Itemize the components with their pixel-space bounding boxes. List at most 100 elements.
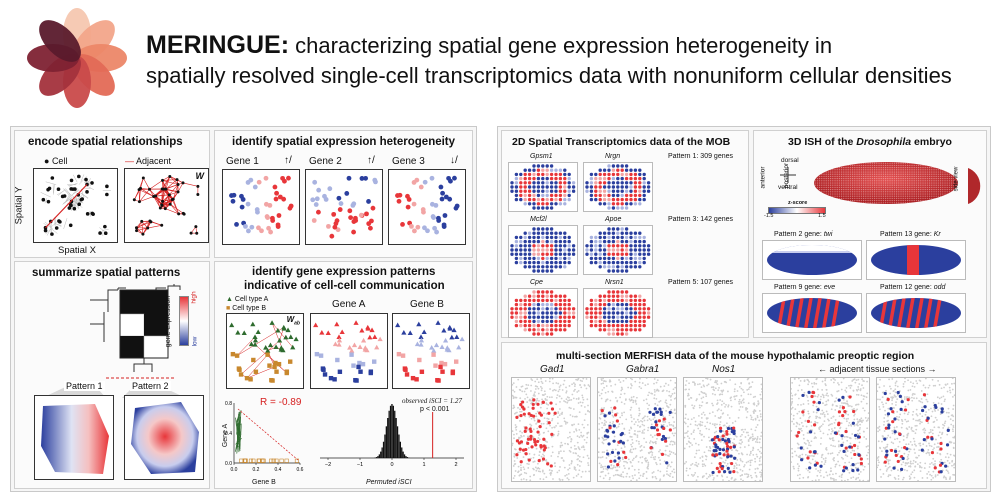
background-cell [664,420,667,423]
graph-node [195,231,199,235]
mob-spot [514,172,519,177]
mob-spot [633,260,638,265]
background-cell [610,464,613,467]
background-cell [897,445,900,448]
background-cell [856,447,859,450]
mob-spot [523,181,527,185]
background-cell [720,403,723,406]
background-cell [824,461,827,464]
background-cell [739,405,742,408]
gene-expr-triangle [442,337,449,343]
mob-spot [602,319,607,324]
background-cell [684,421,686,424]
voronoi-edge [51,228,58,234]
gene-expr-triangle [334,321,340,327]
background-cell [900,463,903,466]
gene-label-3: Gene 3 [392,156,425,167]
background-cell [823,420,826,423]
background-cell [952,430,954,433]
background-cell [945,411,948,414]
merfish-cell [533,440,537,444]
background-cell [647,426,650,429]
merfish-cell [657,419,662,423]
background-cell [750,474,752,477]
mob-spot [549,332,554,336]
background-cell [688,388,691,391]
mob-spot [642,319,646,324]
background-cell [600,407,603,410]
merfish-cell [519,440,524,444]
background-cell [845,391,848,393]
background-cell [895,401,897,404]
merfish-cell [725,441,729,446]
background-cell [953,462,955,465]
background-cell [815,382,818,385]
cell-type-a [281,324,287,330]
mob-spot [589,176,594,181]
merfish-cell [841,414,845,418]
background-cell [660,423,663,426]
mob-spot [532,172,536,177]
background-cell [941,433,943,436]
background-cell [520,478,523,481]
background-cell [698,383,701,385]
background-cell [629,426,632,429]
voronoi-edge [43,223,53,229]
background-cell [696,424,699,427]
background-cell [752,437,754,440]
mob-spot [607,319,611,324]
background-cell [830,444,832,447]
background-cell [545,427,548,430]
background-cell [796,412,799,415]
background-cell [559,444,562,447]
merfish-cell [729,445,733,449]
background-cell [640,444,643,447]
background-cell [884,465,887,467]
background-cell [878,408,881,411]
background-cell [618,423,621,425]
background-cell [937,379,940,382]
background-cell [685,469,688,472]
voronoi-edge [77,194,83,200]
mob-spot [607,315,611,319]
mob-spot [616,227,620,231]
background-cell [860,394,863,397]
background-cell [754,429,757,432]
mob-spot [594,315,598,319]
mob-spot [616,315,620,319]
merfish-cell [837,423,841,427]
background-cell [518,474,521,477]
mob-spot [638,307,642,311]
background-cell [908,396,910,399]
background-cell [700,390,703,393]
background-cell [603,422,606,425]
mob-spot [536,168,541,172]
background-cell [638,381,641,384]
background-cell [951,388,954,391]
background-cell [653,416,656,419]
background-cell [664,382,667,385]
merfish-cell [946,428,950,432]
background-cell [573,390,575,392]
mob-gene-label: Nrgn [605,153,621,160]
mob-spot [620,197,624,202]
adjacency-edge [162,179,178,181]
background-cell [855,462,858,465]
background-cell [750,385,752,388]
expression-point [397,192,403,198]
background-cell [586,436,589,439]
mob-spot [642,176,646,181]
background-cell [743,465,745,468]
merfish-cell [527,412,531,416]
gene-a-title: Gene A [332,299,366,310]
background-cell [599,413,602,416]
background-cell [561,413,563,415]
expression-point [274,190,279,196]
background-cell [760,474,762,477]
background-cell [575,398,578,400]
background-cell [560,450,562,453]
background-cell [545,412,548,415]
background-cell [607,390,610,393]
background-cell [659,463,662,465]
mob-spot [536,181,541,185]
